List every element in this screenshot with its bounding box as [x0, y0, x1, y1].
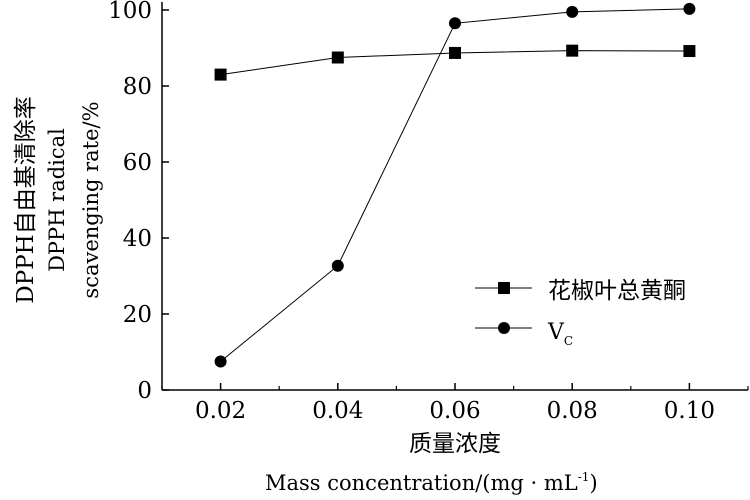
y-tick-label: 40: [123, 226, 152, 252]
y-tick-label: 60: [123, 150, 152, 176]
legend-label-series-2-main: V: [547, 320, 565, 345]
axes: [161, 2, 748, 391]
x-axis-label-cn: 质量浓度: [409, 431, 501, 457]
x-axis-label-en-superscript: -1: [578, 470, 590, 484]
series-1: [214, 44, 696, 81]
y-axis-label-cn: DPPH自由基清除率: [13, 96, 39, 303]
series-line: [220, 8, 690, 362]
y-tick-label: 20: [123, 302, 152, 328]
y-axis-label-en-line1: DPPH radical: [45, 128, 69, 272]
y-axis-label-en-line2: scavenging rate/%: [79, 101, 103, 298]
x-tick-label: 0.02: [195, 398, 246, 424]
data-point-circle: [331, 259, 344, 272]
x-tick-label: 0.06: [429, 398, 480, 424]
y-tick-label: 80: [123, 74, 152, 100]
legend-marker-circle: [498, 322, 510, 334]
legend-label-series-1: 花椒叶总黄酮: [548, 278, 686, 304]
data-point-circle: [449, 17, 461, 30]
y-ticks: 0 20 40 60 80 100: [108, 0, 169, 404]
data-point-square: [331, 51, 344, 64]
y-tick-label: 0: [137, 378, 152, 404]
legend-label-series-2: VC: [547, 320, 573, 348]
series-2: [214, 2, 696, 368]
x-axis-label-en: Mass concentration/(mg · mL-1): [265, 470, 598, 495]
x-ticks: 0.02 0.04 0.06 0.08 0.10: [161, 383, 749, 424]
data-point-square: [683, 45, 696, 58]
x-tick-label: 0.04: [312, 398, 363, 424]
data-point-square: [449, 46, 461, 59]
data-point-circle: [214, 355, 227, 368]
data-point-square: [566, 44, 579, 57]
data-point-circle: [566, 5, 579, 18]
x-tick-label: 0.10: [664, 398, 715, 424]
x-axis-label-en-main: Mass concentration/(mg · mL: [265, 471, 578, 495]
legend: 花椒叶总黄酮 VC: [475, 278, 686, 348]
data-point-circle: [683, 2, 696, 15]
data-point-square: [214, 68, 227, 81]
legend-marker-square: [498, 282, 510, 294]
y-tick-label: 100: [108, 0, 152, 24]
x-tick-label: 0.08: [547, 398, 598, 424]
legend-label-series-2-subscript: C: [564, 334, 573, 348]
x-axis-label-en-close: ): [589, 471, 597, 495]
series-layer: [214, 2, 696, 368]
